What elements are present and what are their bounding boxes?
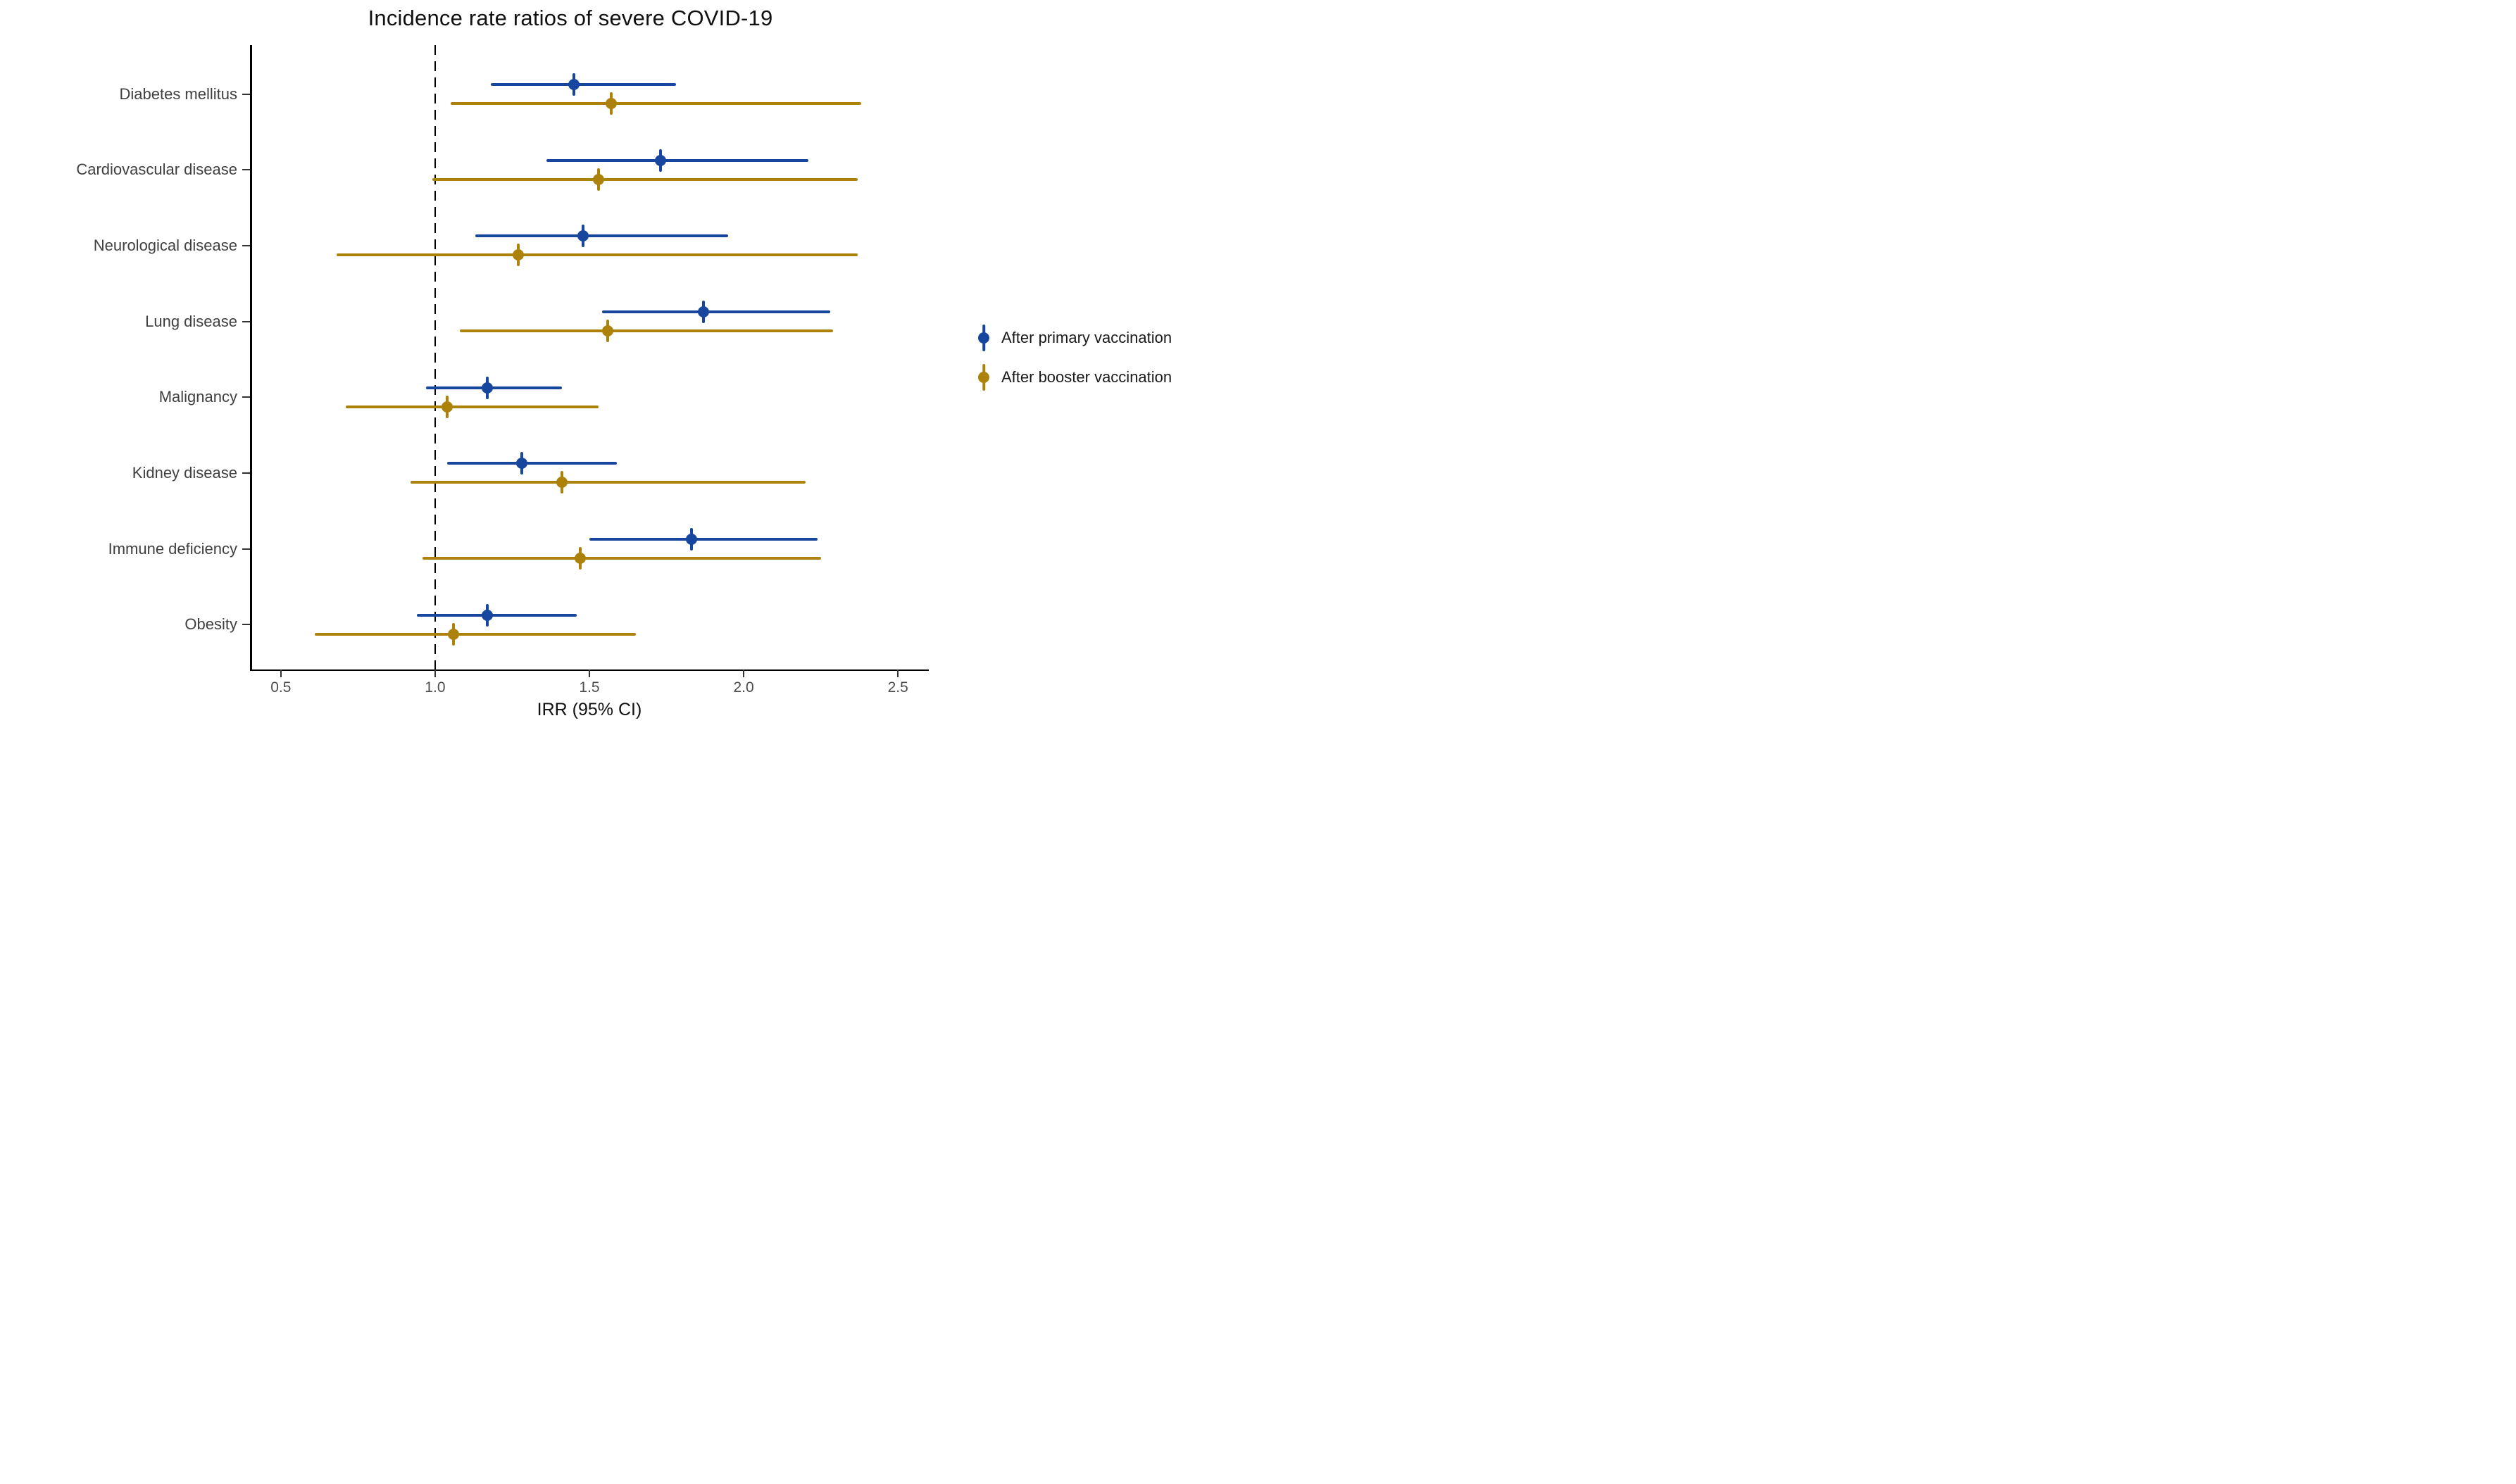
ci-line [490,83,676,87]
pointrange-key-dot [978,332,989,344]
forest-plot-figure: Incidence rate ratios of severe COVID-19… [0,0,1258,742]
category-label: Obesity [184,615,237,634]
x-axis-tick [589,669,590,677]
point-marker [442,401,453,413]
x-tick-label: 0.5 [270,679,292,696]
ci-line [450,102,861,106]
ci-line [410,481,806,484]
point-marker [593,173,605,185]
x-axis-tick [434,669,436,677]
ci-line [425,386,562,389]
y-axis-tick [242,624,250,626]
point-marker [605,98,617,110]
ci-line [423,557,821,560]
ci-line [336,253,858,257]
ci-line [589,538,818,541]
ci-line [459,329,834,333]
ci-line [475,234,729,238]
ci-line [546,158,809,162]
x-tick-label: 1.5 [579,679,600,696]
reference-line [434,45,436,669]
point-marker [568,79,580,91]
point-marker [515,458,527,470]
ci-line [601,310,830,314]
point-marker [482,609,494,621]
point-marker [513,249,525,261]
category-label: Cardiovascular disease [76,161,237,179]
plot-area: 0.5 1.0 1.5 2.0 2.5 Diabetes mellitus Cardiova… [76,45,929,696]
legend-label-booster: After booster vaccination [1001,368,1172,386]
chart-title: Incidence rate ratios of severe COVID-19 [368,6,773,30]
category-label: Malignancy [158,388,237,406]
category-label: Lung disease [145,312,237,330]
y-axis-line [250,45,252,669]
point-marker [685,534,697,546]
y-axis-tick [242,472,250,474]
point-marker [556,477,568,489]
ci-line [432,177,858,181]
category-label: Neurological disease [93,236,237,254]
point-marker [448,628,460,640]
point-marker [698,306,710,318]
point-marker [654,154,666,166]
point-marker [482,382,494,394]
legend-label-primary: After primary vaccination [1001,329,1172,346]
category-label: Immune deficiency [108,539,237,558]
y-axis-tick [242,548,250,550]
ci-line [345,405,599,408]
x-axis-tick [743,669,745,677]
point-marker [602,325,614,337]
category-label: Kidney disease [132,463,237,482]
x-tick-label: 1.0 [425,679,446,696]
pointrange-key-icon [976,322,991,354]
legend-entry-booster: After booster vaccination [976,358,1172,397]
x-axis-tick [897,669,899,677]
x-axis-title: IRR (95% CI) [537,700,642,719]
ci-line [447,462,618,465]
category-label: Diabetes mellitus [119,84,237,103]
y-axis-tick [242,320,250,322]
x-tick-label: 2.0 [733,679,754,696]
y-axis-tick [242,244,250,246]
x-axis-tick [280,669,282,677]
legend-entry-primary: After primary vaccination [976,318,1172,358]
point-marker [577,230,589,242]
y-axis-tick [242,93,250,95]
ci-line [416,613,577,617]
y-axis-tick [242,396,250,398]
legend: After primary vaccination After booster … [976,318,1172,397]
y-axis-tick [242,169,250,171]
x-tick-label: 2.5 [887,679,908,696]
pointrange-key-icon [976,361,991,394]
pointrange-key-dot [978,372,989,383]
point-marker [574,553,586,565]
ci-line [315,632,636,636]
